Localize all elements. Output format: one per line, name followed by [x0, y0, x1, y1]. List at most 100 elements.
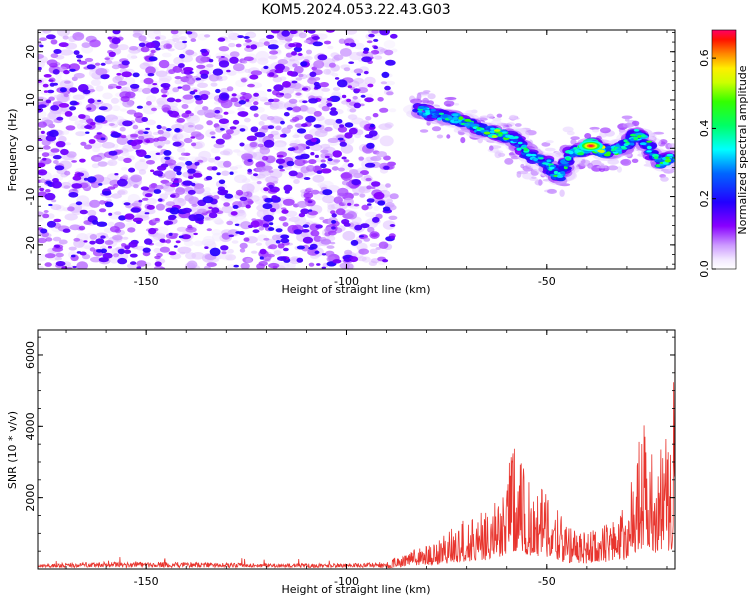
halo-blob [616, 166, 623, 173]
spectrogram-noise-layer [38, 30, 399, 269]
noise-blob [245, 236, 258, 244]
signal-blob [425, 109, 430, 113]
noise-blob [261, 253, 272, 262]
noise-blob [261, 155, 269, 161]
noise-blob [130, 141, 138, 147]
noise-blob [153, 265, 164, 269]
noise-blob [188, 175, 194, 180]
noise-blob [278, 216, 287, 222]
noise-blob [282, 81, 291, 88]
noise-blob [120, 108, 127, 112]
halo-blob [660, 176, 669, 182]
noise-blob [377, 97, 384, 102]
halo-blob [431, 126, 442, 132]
noise-blob [56, 116, 64, 121]
noise-blob [283, 247, 289, 252]
noise-blob [194, 161, 200, 166]
y-tick-label: 20 [24, 45, 37, 59]
noise-blob [141, 197, 149, 201]
noise-blob [243, 36, 250, 39]
noise-blob [220, 56, 225, 58]
colorbar-tick-label: 0.2 [698, 190, 711, 208]
noise-blob [300, 208, 310, 215]
noise-blob [320, 149, 329, 154]
noise-blob [354, 42, 365, 50]
noise-blob [100, 235, 106, 239]
noise-blob [332, 150, 343, 158]
noise-blob [149, 52, 155, 57]
noise-blob [158, 198, 163, 202]
noise-blob [191, 156, 204, 166]
noise-blob [235, 189, 244, 196]
signal-blob [438, 112, 444, 116]
noise-blob [286, 107, 293, 111]
noise-blob [270, 30, 280, 34]
noise-blob [161, 94, 168, 98]
noise-blob [124, 249, 132, 254]
noise-blob [93, 134, 103, 140]
noise-blob [330, 107, 337, 112]
halo-blob [443, 100, 455, 107]
snr-x-axis-label: Height of straight line (km) [281, 583, 430, 596]
noise-blob [168, 69, 176, 75]
halo-blob [589, 126, 600, 130]
y-tick-label: 4000 [24, 412, 37, 440]
noise-blob [117, 44, 129, 51]
noise-blob [112, 193, 121, 200]
noise-blob [320, 143, 331, 150]
noise-blob [312, 41, 323, 47]
noise-blob [95, 238, 105, 245]
noise-blob [350, 239, 359, 246]
noise-blob [361, 56, 372, 63]
noise-blob [68, 192, 79, 198]
noise-blob [320, 163, 327, 169]
noise-blob [365, 148, 371, 152]
noise-blob [55, 74, 62, 79]
noise-blob [158, 59, 170, 69]
signal-blob [573, 147, 578, 150]
noise-blob [211, 207, 220, 214]
noise-blob [268, 170, 274, 173]
noise-blob [153, 30, 161, 35]
noise-blob [59, 87, 67, 93]
noise-blob [42, 83, 49, 88]
noise-blob [102, 191, 112, 196]
noise-blob [72, 32, 85, 41]
noise-blob [366, 40, 373, 44]
noise-blob [301, 87, 309, 91]
noise-blob [208, 212, 218, 219]
noise-blob [121, 243, 127, 247]
noise-blob [89, 240, 96, 245]
noise-blob [161, 126, 167, 130]
noise-blob [281, 85, 295, 95]
noise-blob [359, 193, 366, 198]
noise-blob [175, 240, 181, 244]
noise-blob [366, 185, 372, 190]
noise-blob [302, 100, 308, 104]
halo-blob [504, 158, 514, 165]
signal-blob [517, 141, 523, 145]
noise-blob [327, 45, 334, 50]
signal-blob [458, 116, 464, 120]
noise-blob [164, 159, 177, 166]
signal-blob [610, 148, 616, 152]
spectrogram-y-axis-label: Frequency (Hz) [6, 109, 19, 192]
noise-blob [275, 158, 286, 164]
noise-blob [102, 252, 113, 259]
noise-blob [171, 34, 180, 40]
figure-title: KOM5.2024.053.22.43.G03 [261, 2, 450, 18]
noise-blob [272, 180, 278, 184]
noise-blob [291, 51, 297, 56]
noise-blob [277, 256, 287, 261]
noise-blob [175, 98, 182, 103]
noise-blob [45, 99, 52, 104]
noise-blob [172, 197, 187, 207]
noise-blob [226, 69, 231, 73]
noise-blob [280, 120, 285, 125]
noise-blob [385, 59, 396, 66]
noise-blob [130, 261, 137, 265]
noise-blob [259, 147, 271, 155]
noise-blob [191, 182, 196, 187]
noise-blob [155, 47, 161, 51]
signal-blob [556, 174, 564, 178]
